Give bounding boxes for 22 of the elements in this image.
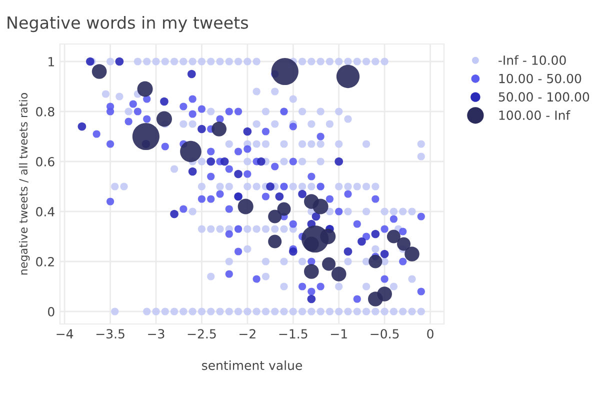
x-tick-label: −3 xyxy=(148,329,164,339)
legend-label: 50.00 - 100.00 xyxy=(498,92,590,102)
x-tick-label: −3.5 xyxy=(96,329,124,339)
y-tick-label: 1 xyxy=(48,57,54,66)
y-tick-label: 0.8 xyxy=(36,106,54,116)
chart-title: Negative words in my tweets xyxy=(8,16,248,32)
legend-label: 10.00 - 50.00 xyxy=(499,74,582,84)
x-tick-label: −2.5 xyxy=(188,329,216,339)
y-tick-label: 0.4 xyxy=(36,206,54,216)
legend-label: 100.00 - Inf xyxy=(499,110,570,120)
y-axis-title: negative tweets / all tweets ratio xyxy=(18,93,30,275)
x-axis-title: sentiment value xyxy=(202,360,302,370)
x-tick-label: −4 xyxy=(56,329,74,338)
y-tick-label: 0.2 xyxy=(36,256,54,266)
x-tick-label: −2 xyxy=(240,329,256,338)
x-tick-label: 0 xyxy=(427,329,434,339)
x-tick-label: −1.5 xyxy=(279,329,308,339)
y-tick-label: 0 xyxy=(48,306,54,316)
y-tick-label: 0.6 xyxy=(36,156,54,166)
x-tick-label: −1 xyxy=(330,329,347,338)
x-tick-label: −0.5 xyxy=(370,329,399,339)
legend-label: -Inf - 10.00 xyxy=(498,55,566,65)
